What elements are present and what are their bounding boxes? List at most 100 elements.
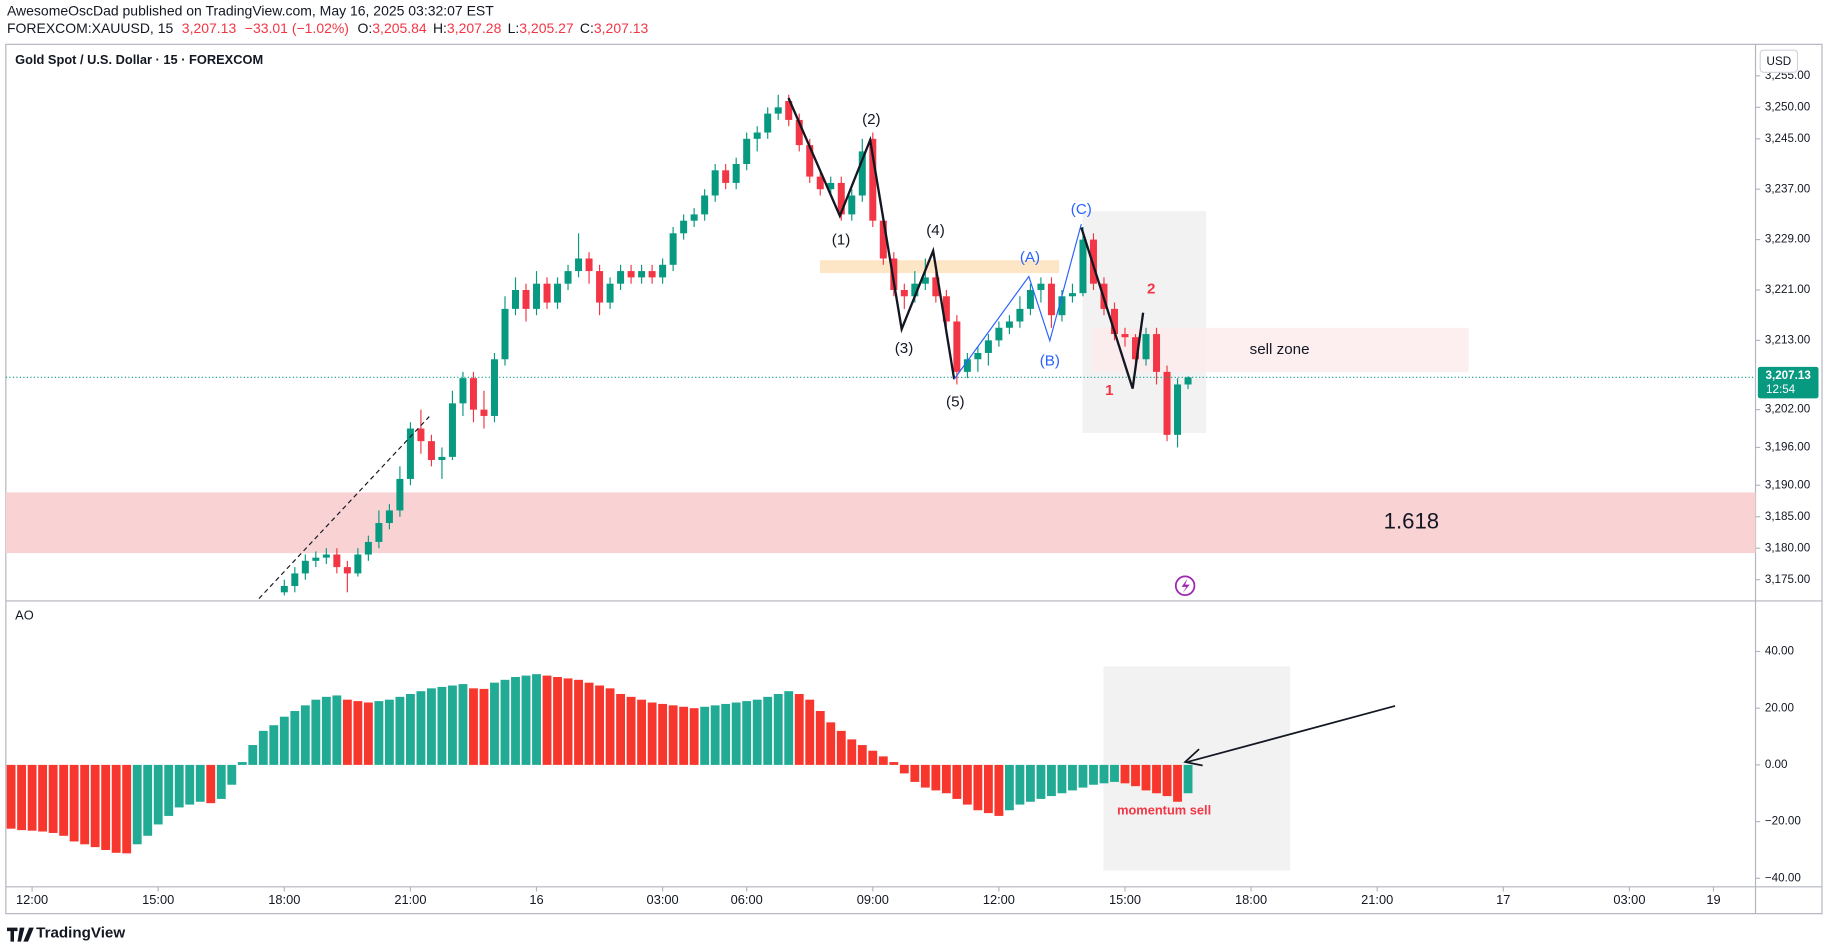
ao-bar [941,764,951,794]
candle-body [1026,289,1034,309]
y-tick-label: 3,213.00 [1765,333,1811,346]
ao-bar [1173,764,1182,802]
ao-bar [269,725,279,765]
annotation: (3) [895,340,914,357]
candle-body [1153,334,1161,372]
ao-bar [174,764,184,808]
ao-bar [752,699,762,765]
ao-bar [426,688,436,765]
candle-body [501,308,509,360]
ao-bar [815,711,825,765]
candle-body [1016,308,1024,322]
y-tick-label: −40.00 [1765,871,1801,884]
ao-bar [1015,764,1025,805]
change: −33.01 (−1.02%) [245,20,349,36]
ao-bar [59,764,69,836]
ao-bar [616,694,626,765]
annotation: (1) [832,231,851,248]
x-tick-label: 15:00 [1109,892,1141,907]
price-label-box [1757,366,1819,399]
ao-bar [363,702,373,765]
ao-bar [910,764,920,782]
candle-body [469,378,477,410]
x-tick-label: 06:00 [731,892,763,907]
annotation: (C) [1071,201,1092,218]
y-tick-label: 3,202.00 [1765,403,1811,416]
candle-body [301,560,309,574]
y-tick-label: 3,190.00 [1765,478,1811,491]
x-tick-label: 17 [1496,892,1510,907]
x-tick-label: 09:00 [857,892,889,907]
candle-body [764,113,772,133]
candle-body [490,359,498,416]
candle-body [1142,334,1150,360]
candle-body [438,456,446,461]
candle-body [1110,308,1118,335]
candle-body [680,220,688,234]
y-tick-label: 20.00 [1765,701,1795,714]
candle-body [890,258,898,290]
candle-body [690,214,698,221]
candle-body [385,510,393,524]
x-tick-label: 21:00 [1361,892,1393,907]
ao-bar [637,699,647,765]
candle-body [953,321,961,372]
price-label: 3,207.13 [1765,369,1811,382]
ao-bar [353,701,363,765]
x-tick-label: 19 [1706,892,1720,907]
candle-body [795,119,803,146]
ao-bar [836,730,846,765]
ao-bar [847,739,857,765]
published-line: AwesomeOscDad published on TradingView.c… [7,2,494,18]
annotation: 2 [1147,280,1155,297]
y-tick-label: −20.00 [1765,815,1801,828]
candle-body [606,283,614,303]
currency-box[interactable] [1759,49,1799,73]
brand: TradingView [36,924,125,941]
x-tick-label: 03:00 [647,892,679,907]
ao-bar [1131,764,1140,787]
ao-bar [784,691,794,765]
candle-body [1068,293,1076,297]
candle-body [963,359,971,372]
ao-bar [563,678,573,765]
ao-bar [1004,764,1014,811]
candle-body [627,271,635,278]
ao-bar [1152,764,1161,794]
ao-bar [952,764,962,799]
candle-body [732,164,740,183]
ao-bar [164,764,174,816]
ao-bar [1162,764,1172,797]
x-tick-label: 18:00 [268,892,300,907]
candle-body [816,176,824,190]
ao-bar [38,764,48,832]
currency: USD [1767,55,1792,68]
ao-bar [1057,764,1067,794]
candle-body [396,478,404,511]
wave-line [787,97,956,380]
ao-bar [931,764,941,791]
candle-body [774,107,782,114]
x-tick-label: 16 [529,892,543,907]
candle-body [659,264,667,278]
candle-body [921,277,929,284]
ao-bar [195,764,205,802]
ao-bar [48,764,58,833]
y-tick-label: 3,229.00 [1765,233,1811,246]
candle-body [648,271,656,278]
wave-line [1080,227,1145,389]
ao-bar [437,686,447,765]
candle-body [554,283,562,303]
arrow [1187,705,1396,763]
candle-body [375,523,383,542]
ao-bar [342,699,352,765]
ao-bar [500,679,510,765]
ao-bar [658,703,668,765]
candle-body [1174,384,1182,435]
y-tick-label: 3,175.00 [1765,573,1811,586]
candle-body [617,271,625,284]
y-tick-label: 3,250.00 [1765,100,1811,113]
candle-body [837,182,845,215]
y-tick-label: 3,185.00 [1765,510,1811,523]
candle-body [564,271,572,284]
